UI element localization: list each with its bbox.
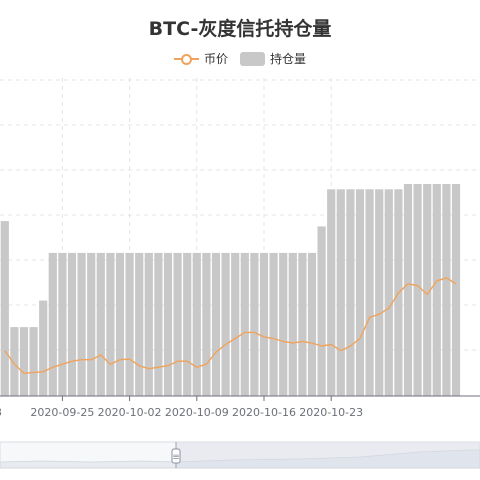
holdings-bar[interactable] — [183, 252, 192, 396]
holdings-bar[interactable] — [375, 189, 384, 396]
holdings-bar[interactable] — [87, 252, 96, 396]
price-line — [4, 277, 457, 375]
x-axis-ticks: 3 2020-09-25 2020-10-022020-10-092020-10-1… — [0, 396, 363, 419]
holdings-bar[interactable] — [442, 184, 451, 396]
holdings-bar[interactable] — [259, 252, 269, 396]
legend-line-swatch — [173, 52, 199, 66]
holdings-bar[interactable] — [240, 252, 249, 396]
holdings-bar[interactable] — [106, 252, 115, 396]
holdings-bar[interactable] — [10, 327, 19, 396]
holdings-bar[interactable] — [365, 189, 374, 396]
x-tick-label: 2020-10-16 — [232, 406, 296, 419]
holdings-bar[interactable] — [269, 252, 278, 396]
holdings-bar[interactable] — [163, 252, 173, 396]
holdings-bar[interactable] — [67, 252, 77, 396]
holdings-bar[interactable] — [423, 184, 432, 396]
holdings-bar[interactable] — [432, 184, 441, 396]
x-tick-label: 2020-10-23 — [299, 406, 363, 419]
holdings-bar[interactable] — [58, 252, 67, 396]
holdings-bar[interactable] — [39, 300, 48, 396]
holdings-bar[interactable] — [115, 252, 125, 396]
holdings-bar[interactable] — [29, 327, 38, 396]
chart-title: BTC-灰度信托持仓量 — [148, 18, 332, 40]
holdings-bar[interactable] — [384, 189, 393, 396]
holdings-bar[interactable] — [413, 184, 422, 396]
holdings-bar[interactable] — [307, 252, 317, 396]
holdings-bar[interactable] — [327, 189, 336, 396]
holdings-bar[interactable] — [192, 252, 201, 396]
holdings-bar[interactable] — [279, 252, 288, 396]
holdings-bar[interactable] — [96, 252, 105, 396]
holdings-bar[interactable] — [288, 252, 297, 396]
holdings-bar[interactable] — [211, 252, 221, 396]
legend-label-price: 币价 — [203, 52, 228, 66]
holdings-bar[interactable] — [231, 252, 240, 396]
holdings-bar[interactable] — [135, 252, 144, 396]
holdings-bar[interactable] — [403, 184, 413, 396]
holdings-bar[interactable] — [221, 252, 230, 396]
holdings-bar[interactable] — [355, 189, 365, 396]
legend-item-holdings[interactable]: 持仓量 — [240, 50, 306, 67]
holdings-bar[interactable] — [77, 252, 86, 396]
legend-bar-swatch — [240, 51, 265, 66]
x-tick-label: 2020-09-25 — [30, 406, 94, 419]
legend-label-holdings: 持仓量 — [270, 52, 307, 66]
holdings-bar[interactable] — [48, 252, 57, 396]
holdings-bar[interactable] — [144, 252, 153, 396]
holdings-bar[interactable] — [451, 184, 461, 396]
holdings-bar[interactable] — [173, 252, 182, 396]
holdings-bar[interactable] — [0, 221, 9, 396]
holdings-bar[interactable] — [298, 252, 307, 396]
x-tick-label: 2020-10-09 — [165, 406, 229, 419]
holdings-bar[interactable] — [317, 226, 326, 396]
bar-series — [0, 184, 461, 396]
slider-selected-range[interactable] — [176, 442, 480, 468]
holdings-bar[interactable] — [202, 252, 211, 396]
slider-handle[interactable] — [171, 448, 181, 464]
slider-grip-icon: ≡ — [172, 453, 180, 463]
data-zoom-slider: ≡ — [0, 441, 480, 469]
x-tick-label: 3 — [0, 406, 2, 419]
holdings-bar[interactable] — [154, 252, 163, 396]
legend-item-price[interactable]: 币价 — [173, 50, 228, 67]
holdings-bar[interactable] — [250, 252, 259, 396]
holdings-bar[interactable] — [336, 189, 345, 396]
legend: 币价 持仓量 — [0, 50, 480, 67]
holdings-bar[interactable] — [19, 327, 29, 396]
slider-data-shadow — [0, 449, 480, 469]
holdings-bar[interactable] — [346, 189, 355, 396]
x-tick-label: 2020-10-02 — [98, 406, 162, 419]
holdings-bar[interactable] — [125, 252, 134, 396]
